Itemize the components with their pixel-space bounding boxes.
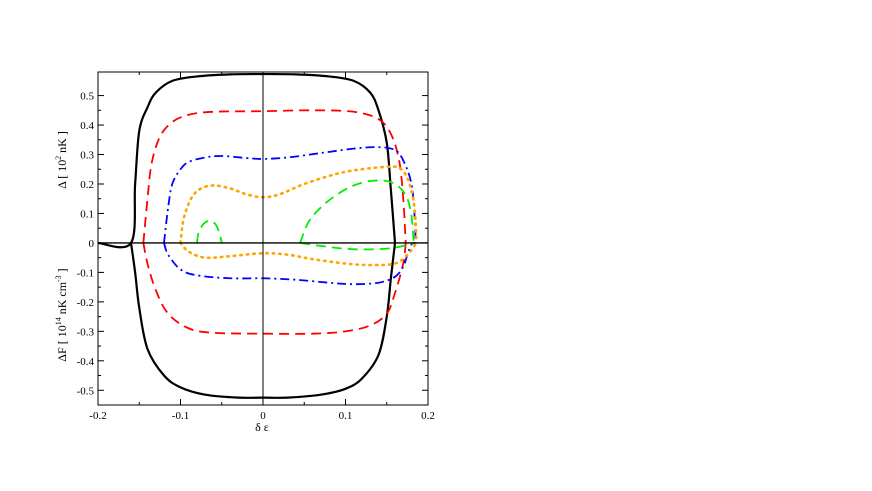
x-tick-label: 0 [260,410,266,422]
axes-layer: -0.2 -0.1 0 0.1 0.2 -0.5 -0.4 -0.3 -0.2 -0.1 0 0.1 0… [77,72,435,422]
y-axis-label-upper: Δ [ 102 nK ] [54,131,69,189]
series-4-energy-lower [300,242,415,251]
x-tick-label: -0.2 [89,410,106,422]
x-tick-label: 0.1 [339,410,353,422]
series-2-gap-upper [163,146,417,244]
series-0-gap-upper [97,72,397,249]
y-tick-label: 0.2 [80,179,94,191]
y-tick-label: -0.3 [77,326,95,338]
y-tick-label: -0.4 [77,356,95,368]
x-tick-label: -0.1 [172,410,189,422]
y-upper-sup: 2 [54,156,63,160]
y-tick-label: 0 [89,238,95,250]
series-layer [97,72,418,399]
x-tick-label: 0.2 [421,410,435,422]
y-tick-label: -0.2 [77,297,94,309]
y-lower-prefix: ΔF [ 10 [55,325,69,361]
y-lower-close: ] [55,268,69,275]
y-tick-label: 0.4 [80,120,94,132]
y-axis-label-lower: ΔF [ 1014 nK cm-3 ] [54,268,69,361]
y-tick-label: 0.3 [80,150,94,162]
y-tick-label: -0.1 [77,267,94,279]
y-upper-prefix: Δ [ 10 [55,160,69,189]
series-1-energy-lower [142,242,407,335]
series-4-gap-upper-2 [299,179,415,244]
y-lower-sup2: -3 [54,275,63,282]
series-3-gap-upper [179,165,418,245]
y-lower-sup: 14 [54,317,63,325]
y-tick-label: -0.5 [77,385,95,397]
y-upper-suffix: nK ] [55,131,69,156]
x-axis-label: δ ε [255,420,269,434]
y-tick-label: 0.1 [80,208,94,220]
series-3-energy-lower [179,241,418,267]
y-lower-suffix: nK cm [55,281,69,317]
y-tick-label: 0.5 [80,91,94,103]
series-4-gap-upper [196,219,223,244]
series-2-energy-lower [163,242,416,286]
